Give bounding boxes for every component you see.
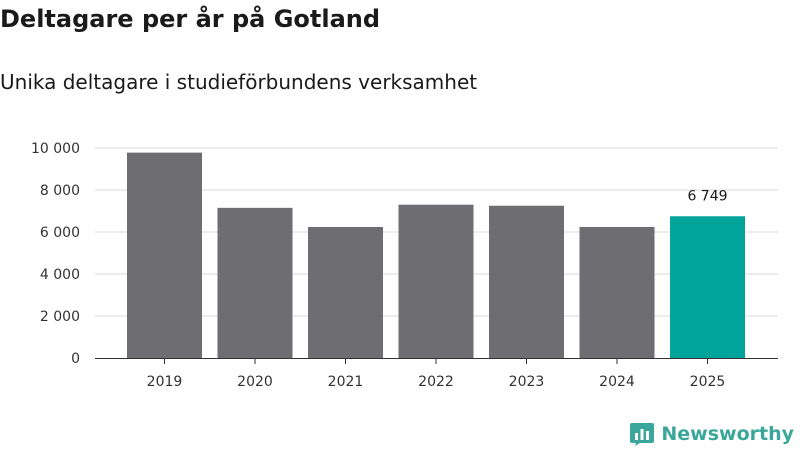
y-tick-label: 10 000 bbox=[31, 141, 80, 157]
x-tick-label: 2025 bbox=[690, 374, 726, 390]
newsworthy-bar-icon bbox=[630, 423, 655, 446]
x-axis: 2019 2020 2021 2022 2023 2024 2025 bbox=[95, 358, 778, 390]
chart-subtitle: Unika deltagare i studieförbundens verks… bbox=[0, 70, 478, 94]
newsworthy-logo: Newsworthy bbox=[629, 421, 794, 447]
chart-title: Deltagare per år på Gotland bbox=[0, 5, 381, 33]
bar-2025 bbox=[670, 216, 745, 358]
x-tick-label: 2019 bbox=[147, 374, 183, 390]
y-tick-label: 6 000 bbox=[40, 225, 80, 241]
bar-2019 bbox=[127, 152, 202, 358]
x-tick-label: 2022 bbox=[418, 374, 454, 390]
bar-2022 bbox=[398, 204, 474, 358]
x-tick-label: 2023 bbox=[509, 374, 545, 390]
y-tick-label: 4 000 bbox=[40, 267, 80, 283]
bar-2020 bbox=[217, 207, 293, 358]
y-tick-label: 0 bbox=[71, 351, 80, 367]
bar-2024 bbox=[579, 226, 655, 358]
y-tick-label: 8 000 bbox=[40, 183, 80, 199]
x-tick-label: 2021 bbox=[328, 374, 364, 390]
bar-2021 bbox=[308, 226, 383, 358]
x-tick-label: 2020 bbox=[237, 374, 273, 390]
y-axis-ticks: 0 2 000 4 000 6 000 8 000 10 000 bbox=[31, 141, 80, 367]
x-tick-label: 2024 bbox=[599, 374, 635, 390]
data-labels: 6 749 bbox=[687, 188, 727, 204]
bars bbox=[127, 152, 745, 358]
bar-2023 bbox=[489, 205, 564, 358]
brand-name: Newsworthy bbox=[661, 423, 794, 445]
y-tick-label: 2 000 bbox=[40, 309, 80, 325]
data-label: 6 749 bbox=[687, 188, 727, 204]
